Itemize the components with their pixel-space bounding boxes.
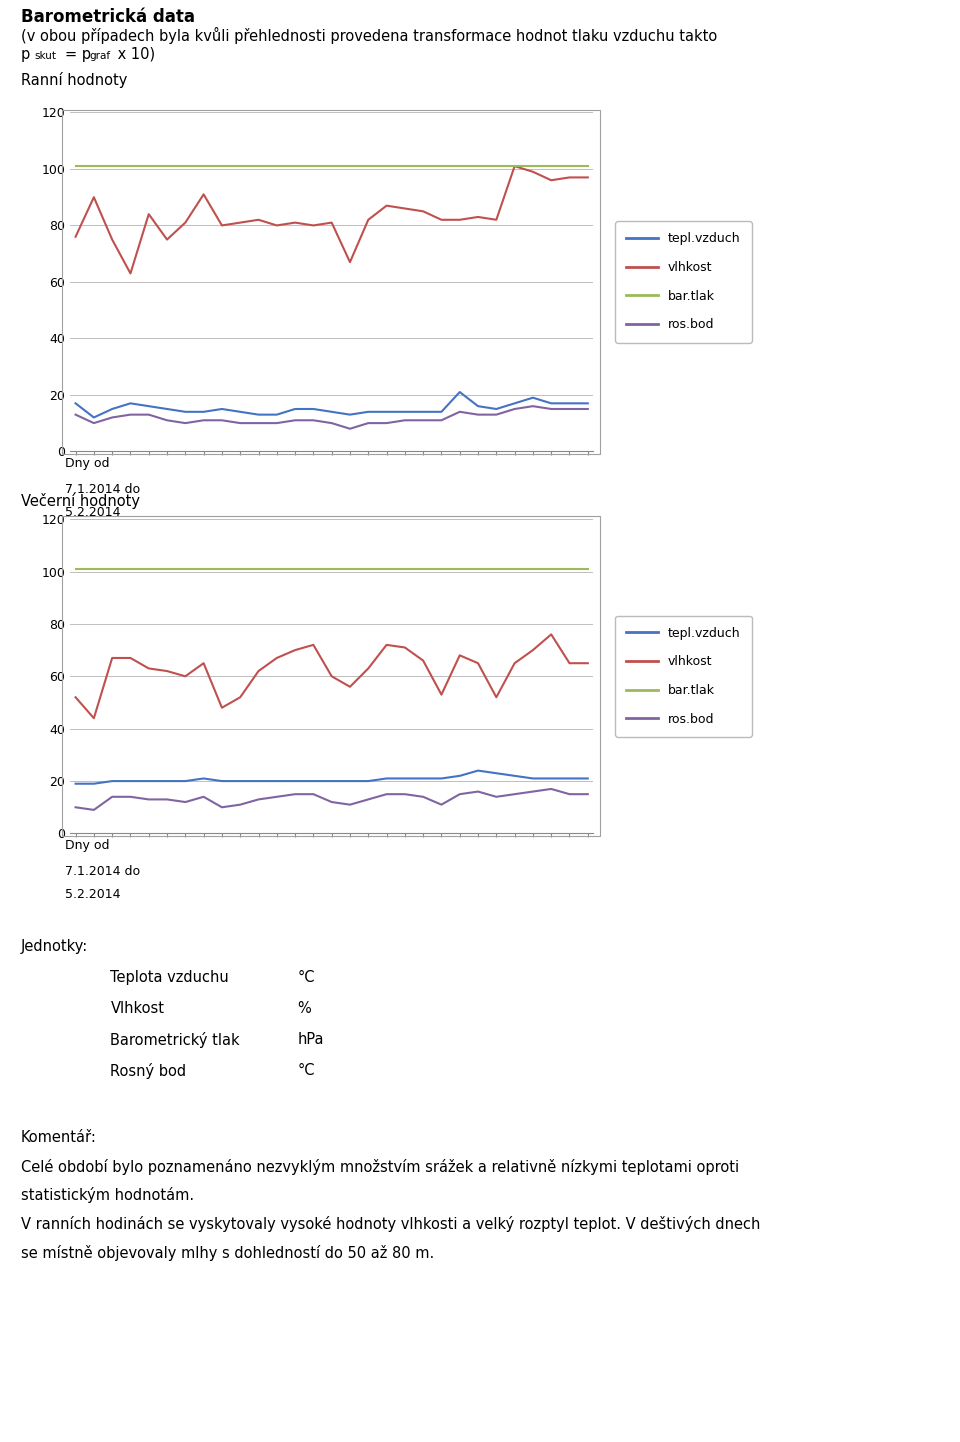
Text: Jednotky:: Jednotky: — [21, 939, 88, 953]
Text: (v obou případech byla kvůli přehlednosti provedena transformace hodnot tlaku vz: (v obou případech byla kvůli přehlednost… — [21, 27, 717, 45]
Text: 5.2.2014: 5.2.2014 — [65, 506, 121, 519]
Text: hPa: hPa — [298, 1032, 324, 1047]
Text: Ranní hodnoty: Ranní hodnoty — [21, 72, 128, 88]
Text: Teplota vzduchu: Teplota vzduchu — [110, 970, 229, 985]
Text: 5.2.2014: 5.2.2014 — [65, 888, 121, 901]
Text: p: p — [21, 46, 31, 62]
Text: %: % — [298, 1001, 311, 1015]
Text: = p: = p — [65, 46, 91, 62]
Legend: tepl.vzduch, vlhkost, bar.tlak, ros.bod: tepl.vzduch, vlhkost, bar.tlak, ros.bod — [615, 616, 752, 737]
Text: Dny od: Dny od — [65, 457, 109, 470]
Text: Dny od: Dny od — [65, 839, 109, 852]
Text: Večerní hodnoty: Večerní hodnoty — [21, 493, 140, 509]
Text: graf: graf — [89, 50, 110, 61]
Text: Vlhkost: Vlhkost — [110, 1001, 164, 1015]
Text: Rosný bod: Rosný bod — [110, 1063, 186, 1079]
Text: °C: °C — [298, 1063, 315, 1077]
Legend: tepl.vzduch, vlhkost, bar.tlak, ros.bod: tepl.vzduch, vlhkost, bar.tlak, ros.bod — [615, 221, 752, 343]
Text: se místně objevovaly mlhy s dohledností do 50 až 80 m.: se místně objevovaly mlhy s dohledností … — [21, 1244, 434, 1262]
Text: °C: °C — [298, 970, 315, 985]
Text: 7.1.2014 do: 7.1.2014 do — [65, 483, 140, 496]
Text: Celé období bylo poznamenáno nezvyklým množstvím srážek a relativně nízkymi tepl: Celé období bylo poznamenáno nezvyklým m… — [21, 1159, 739, 1175]
Text: V ranních hodinách se vyskytovaly vysoké hodnoty vlhkosti a velký rozptyl teplot: V ranních hodinách se vyskytovaly vysoké… — [21, 1217, 760, 1233]
Text: statistickým hodnotám.: statistickým hodnotám. — [21, 1188, 194, 1204]
Text: skut: skut — [35, 50, 57, 61]
Text: Komentář:: Komentář: — [21, 1131, 97, 1145]
Text: Barometrický tlak: Barometrický tlak — [110, 1032, 240, 1048]
Text: Barometrická data: Barometrická data — [21, 7, 195, 26]
Text: 7.1.2014 do: 7.1.2014 do — [65, 865, 140, 878]
Text: x 10): x 10) — [113, 46, 156, 62]
